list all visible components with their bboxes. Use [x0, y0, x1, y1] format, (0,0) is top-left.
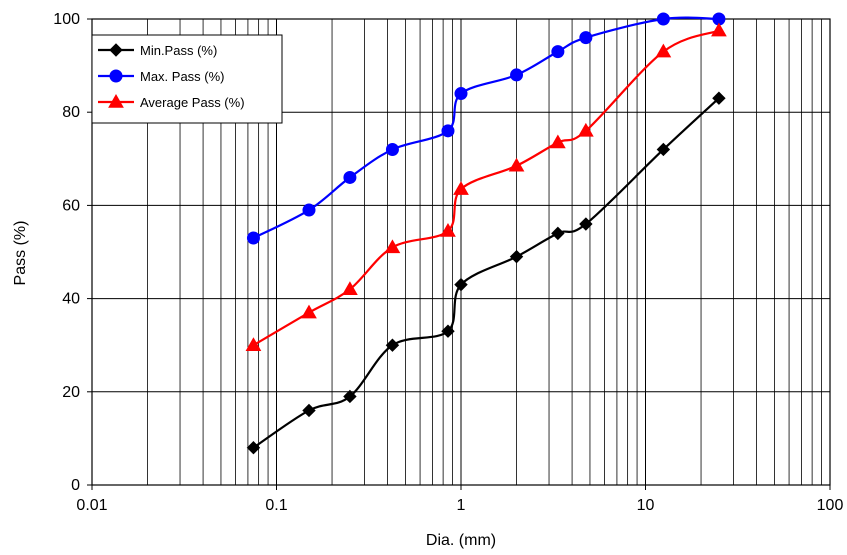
- data-point-circle: [656, 12, 670, 26]
- legend-item-average-pass: Average Pass (%): [98, 93, 245, 110]
- data-point-triangle: [342, 281, 358, 296]
- y-tick-label: 60: [62, 197, 80, 214]
- x-tick-label: 1: [457, 497, 466, 514]
- legend-item-min-pass: Min.Pass (%): [98, 43, 217, 58]
- series-average-pass: [245, 22, 727, 351]
- data-point-diamond: [656, 142, 671, 157]
- data-point-diamond: [302, 403, 316, 418]
- data-point-circle: [579, 31, 593, 45]
- data-point-triangle: [453, 181, 469, 195]
- data-point-circle: [551, 45, 565, 59]
- series-line: [252, 97, 721, 449]
- axis-layer: 0.01 0.1 1 10 100 0 20 40 60 80 100: [53, 11, 843, 514]
- y-axis-title: Pass (%): [12, 221, 29, 286]
- data-point-circle: [441, 124, 455, 138]
- data-point-circle: [510, 68, 524, 82]
- data-point-diamond: [246, 441, 261, 455]
- series-layer: [245, 12, 727, 455]
- data-point-diamond: [712, 91, 726, 105]
- legend-label: Average Pass (%): [140, 95, 245, 110]
- x-tick-label: 0.01: [76, 497, 107, 514]
- data-point-triangle: [301, 304, 317, 319]
- data-point-triangle: [440, 223, 456, 237]
- y-tick-label: 20: [62, 384, 80, 401]
- x-axis-title: Dia. (mm): [426, 532, 496, 549]
- legend-item-max-pass: Max. Pass (%): [98, 69, 225, 84]
- series-line: [252, 29, 721, 347]
- data-point-triangle: [508, 157, 525, 172]
- series-max-pass: [246, 12, 726, 245]
- x-tick-label: 10: [637, 497, 655, 514]
- data-point-diamond: [579, 217, 593, 231]
- data-point-diamond: [385, 338, 400, 352]
- y-tick-label: 0: [71, 477, 80, 494]
- data-point-circle: [385, 142, 399, 156]
- data-point-diamond: [509, 249, 524, 264]
- data-point-triangle: [655, 43, 672, 58]
- data-point-diamond: [454, 277, 468, 292]
- legend-marker-triangle: [108, 93, 124, 108]
- data-point-circle: [343, 170, 357, 184]
- data-point-triangle: [384, 239, 401, 254]
- data-point-circle: [454, 87, 468, 101]
- x-tick-label: 100: [817, 497, 844, 514]
- y-tick-label: 100: [53, 11, 80, 28]
- series-min-pass: [246, 91, 726, 455]
- y-tick-label: 40: [62, 291, 80, 308]
- data-point-diamond: [343, 389, 357, 404]
- y-tick-label: 80: [62, 104, 80, 121]
- data-point-triangle: [245, 337, 262, 351]
- data-point-triangle: [711, 22, 727, 37]
- legend-label: Min.Pass (%): [140, 43, 217, 58]
- data-point-triangle: [550, 134, 566, 149]
- legend-marker-circle: [109, 69, 123, 83]
- data-point-diamond: [441, 324, 455, 338]
- data-point-triangle: [577, 122, 594, 137]
- legend: Min.Pass (%) Max. Pass (%) Average Pass (%…: [91, 34, 283, 124]
- data-point-circle: [246, 231, 260, 245]
- legend-marker-diamond: [109, 43, 123, 57]
- legend-label: Max. Pass (%): [140, 69, 225, 84]
- x-tick-label: 0.1: [265, 497, 287, 514]
- data-point-circle: [302, 203, 316, 217]
- data-point-diamond: [551, 226, 565, 241]
